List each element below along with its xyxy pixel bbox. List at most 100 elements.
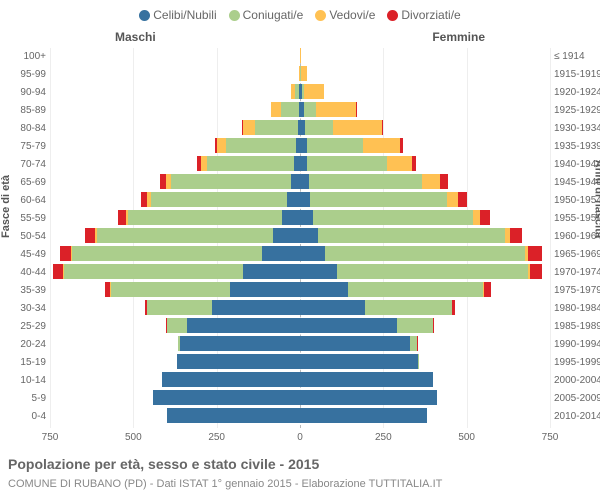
x-tick: 250 (208, 432, 225, 443)
female-seg (365, 300, 452, 315)
female-seg (305, 120, 333, 135)
female-seg (356, 102, 357, 117)
female-seg (318, 228, 505, 243)
legend-label: Vedovi/e (329, 8, 375, 22)
age-label: 75-79 (4, 138, 46, 156)
female-seg (304, 102, 316, 117)
male-seg (207, 156, 294, 171)
female-seg (300, 48, 301, 63)
birth-year-label: 2010-2014 (554, 408, 600, 426)
birth-year-label: 1930-1934 (554, 120, 600, 138)
female-seg (440, 174, 447, 189)
age-row: 55-591955-1959 (50, 210, 550, 228)
female-seg (363, 138, 400, 153)
age-label: 65-69 (4, 174, 46, 192)
age-row: 15-191995-1999 (50, 354, 550, 372)
age-row: 30-341980-1984 (50, 300, 550, 318)
female-seg (313, 210, 473, 225)
male-seg (178, 336, 180, 351)
female-seg (412, 156, 416, 171)
male-seg (95, 228, 97, 243)
female-seg (480, 210, 490, 225)
chart-subtitle: COMUNE DI RUBANO (PD) - Dati ISTAT 1° ge… (8, 478, 442, 490)
age-label: 90-94 (4, 84, 46, 102)
female-seg (301, 66, 307, 81)
female-seg (387, 156, 412, 171)
x-tick: 0 (297, 432, 303, 443)
female-seg (307, 138, 364, 153)
age-label: 10-14 (4, 372, 46, 390)
female-seg (447, 192, 459, 207)
male-seg (160, 174, 166, 189)
female-seg (382, 120, 384, 135)
x-tick: 750 (42, 432, 59, 443)
female-label: Femmine (432, 30, 485, 44)
age-row: 25-291985-1989 (50, 318, 550, 336)
female-seg (300, 174, 309, 189)
legend-swatch (229, 10, 240, 21)
age-label: 80-84 (4, 120, 46, 138)
female-seg (528, 246, 541, 261)
chart-title: Popolazione per età, sesso e stato civil… (8, 456, 319, 472)
female-seg (300, 246, 325, 261)
female-seg (300, 264, 337, 279)
male-seg (197, 156, 200, 171)
age-row: 0-42010-2014 (50, 408, 550, 426)
female-seg (300, 336, 410, 351)
age-row: 80-841930-1934 (50, 120, 550, 138)
birth-year-label: 1945-1949 (554, 174, 600, 192)
male-seg (180, 336, 300, 351)
female-seg (348, 282, 483, 297)
male-seg (281, 102, 299, 117)
female-seg (418, 354, 419, 369)
male-seg (72, 246, 262, 261)
birth-year-label: 1950-1954 (554, 192, 600, 210)
male-seg (295, 84, 299, 99)
male-seg (162, 372, 300, 387)
birth-year-label: 1965-1969 (554, 246, 600, 264)
age-label: 70-74 (4, 156, 46, 174)
male-label: Maschi (115, 30, 156, 44)
female-seg (337, 264, 529, 279)
age-row: 90-941920-1924 (50, 84, 550, 102)
female-seg (300, 390, 437, 405)
age-label: 85-89 (4, 102, 46, 120)
male-seg (226, 138, 296, 153)
male-seg (215, 138, 217, 153)
age-label: 15-19 (4, 354, 46, 372)
legend-swatch (315, 10, 326, 21)
female-seg (300, 354, 418, 369)
birth-year-label: 1995-1999 (554, 354, 600, 372)
age-row: 45-491965-1969 (50, 246, 550, 264)
male-seg (60, 246, 71, 261)
male-seg (212, 300, 300, 315)
birth-year-label: 1940-1944 (554, 156, 600, 174)
male-seg (242, 120, 243, 135)
male-seg (282, 210, 300, 225)
male-seg (287, 192, 300, 207)
male-seg (167, 318, 187, 333)
male-seg (273, 228, 300, 243)
chart-area: 100+≤ 191495-991915-191990-941920-192485… (50, 48, 550, 428)
male-seg (166, 318, 167, 333)
male-seg (243, 120, 255, 135)
male-seg (53, 264, 62, 279)
age-row: 65-691945-1949 (50, 174, 550, 192)
age-row: 40-441970-1974 (50, 264, 550, 282)
birth-year-label: 1960-1964 (554, 228, 600, 246)
x-tick: 750 (542, 432, 559, 443)
bar-rows: 100+≤ 191495-991915-191990-941920-192485… (50, 48, 550, 426)
female-seg (300, 156, 307, 171)
birth-year-label: 2005-2009 (554, 390, 600, 408)
male-seg (105, 282, 110, 297)
female-seg (316, 102, 356, 117)
female-seg (300, 408, 427, 423)
birth-year-label: 1970-1974 (554, 264, 600, 282)
female-seg (452, 300, 455, 315)
legend-label: Coniugati/e (243, 8, 304, 22)
age-label: 0-4 (4, 408, 46, 426)
male-seg (63, 264, 243, 279)
female-seg (300, 138, 307, 153)
age-label: 20-24 (4, 336, 46, 354)
age-row: 35-391975-1979 (50, 282, 550, 300)
